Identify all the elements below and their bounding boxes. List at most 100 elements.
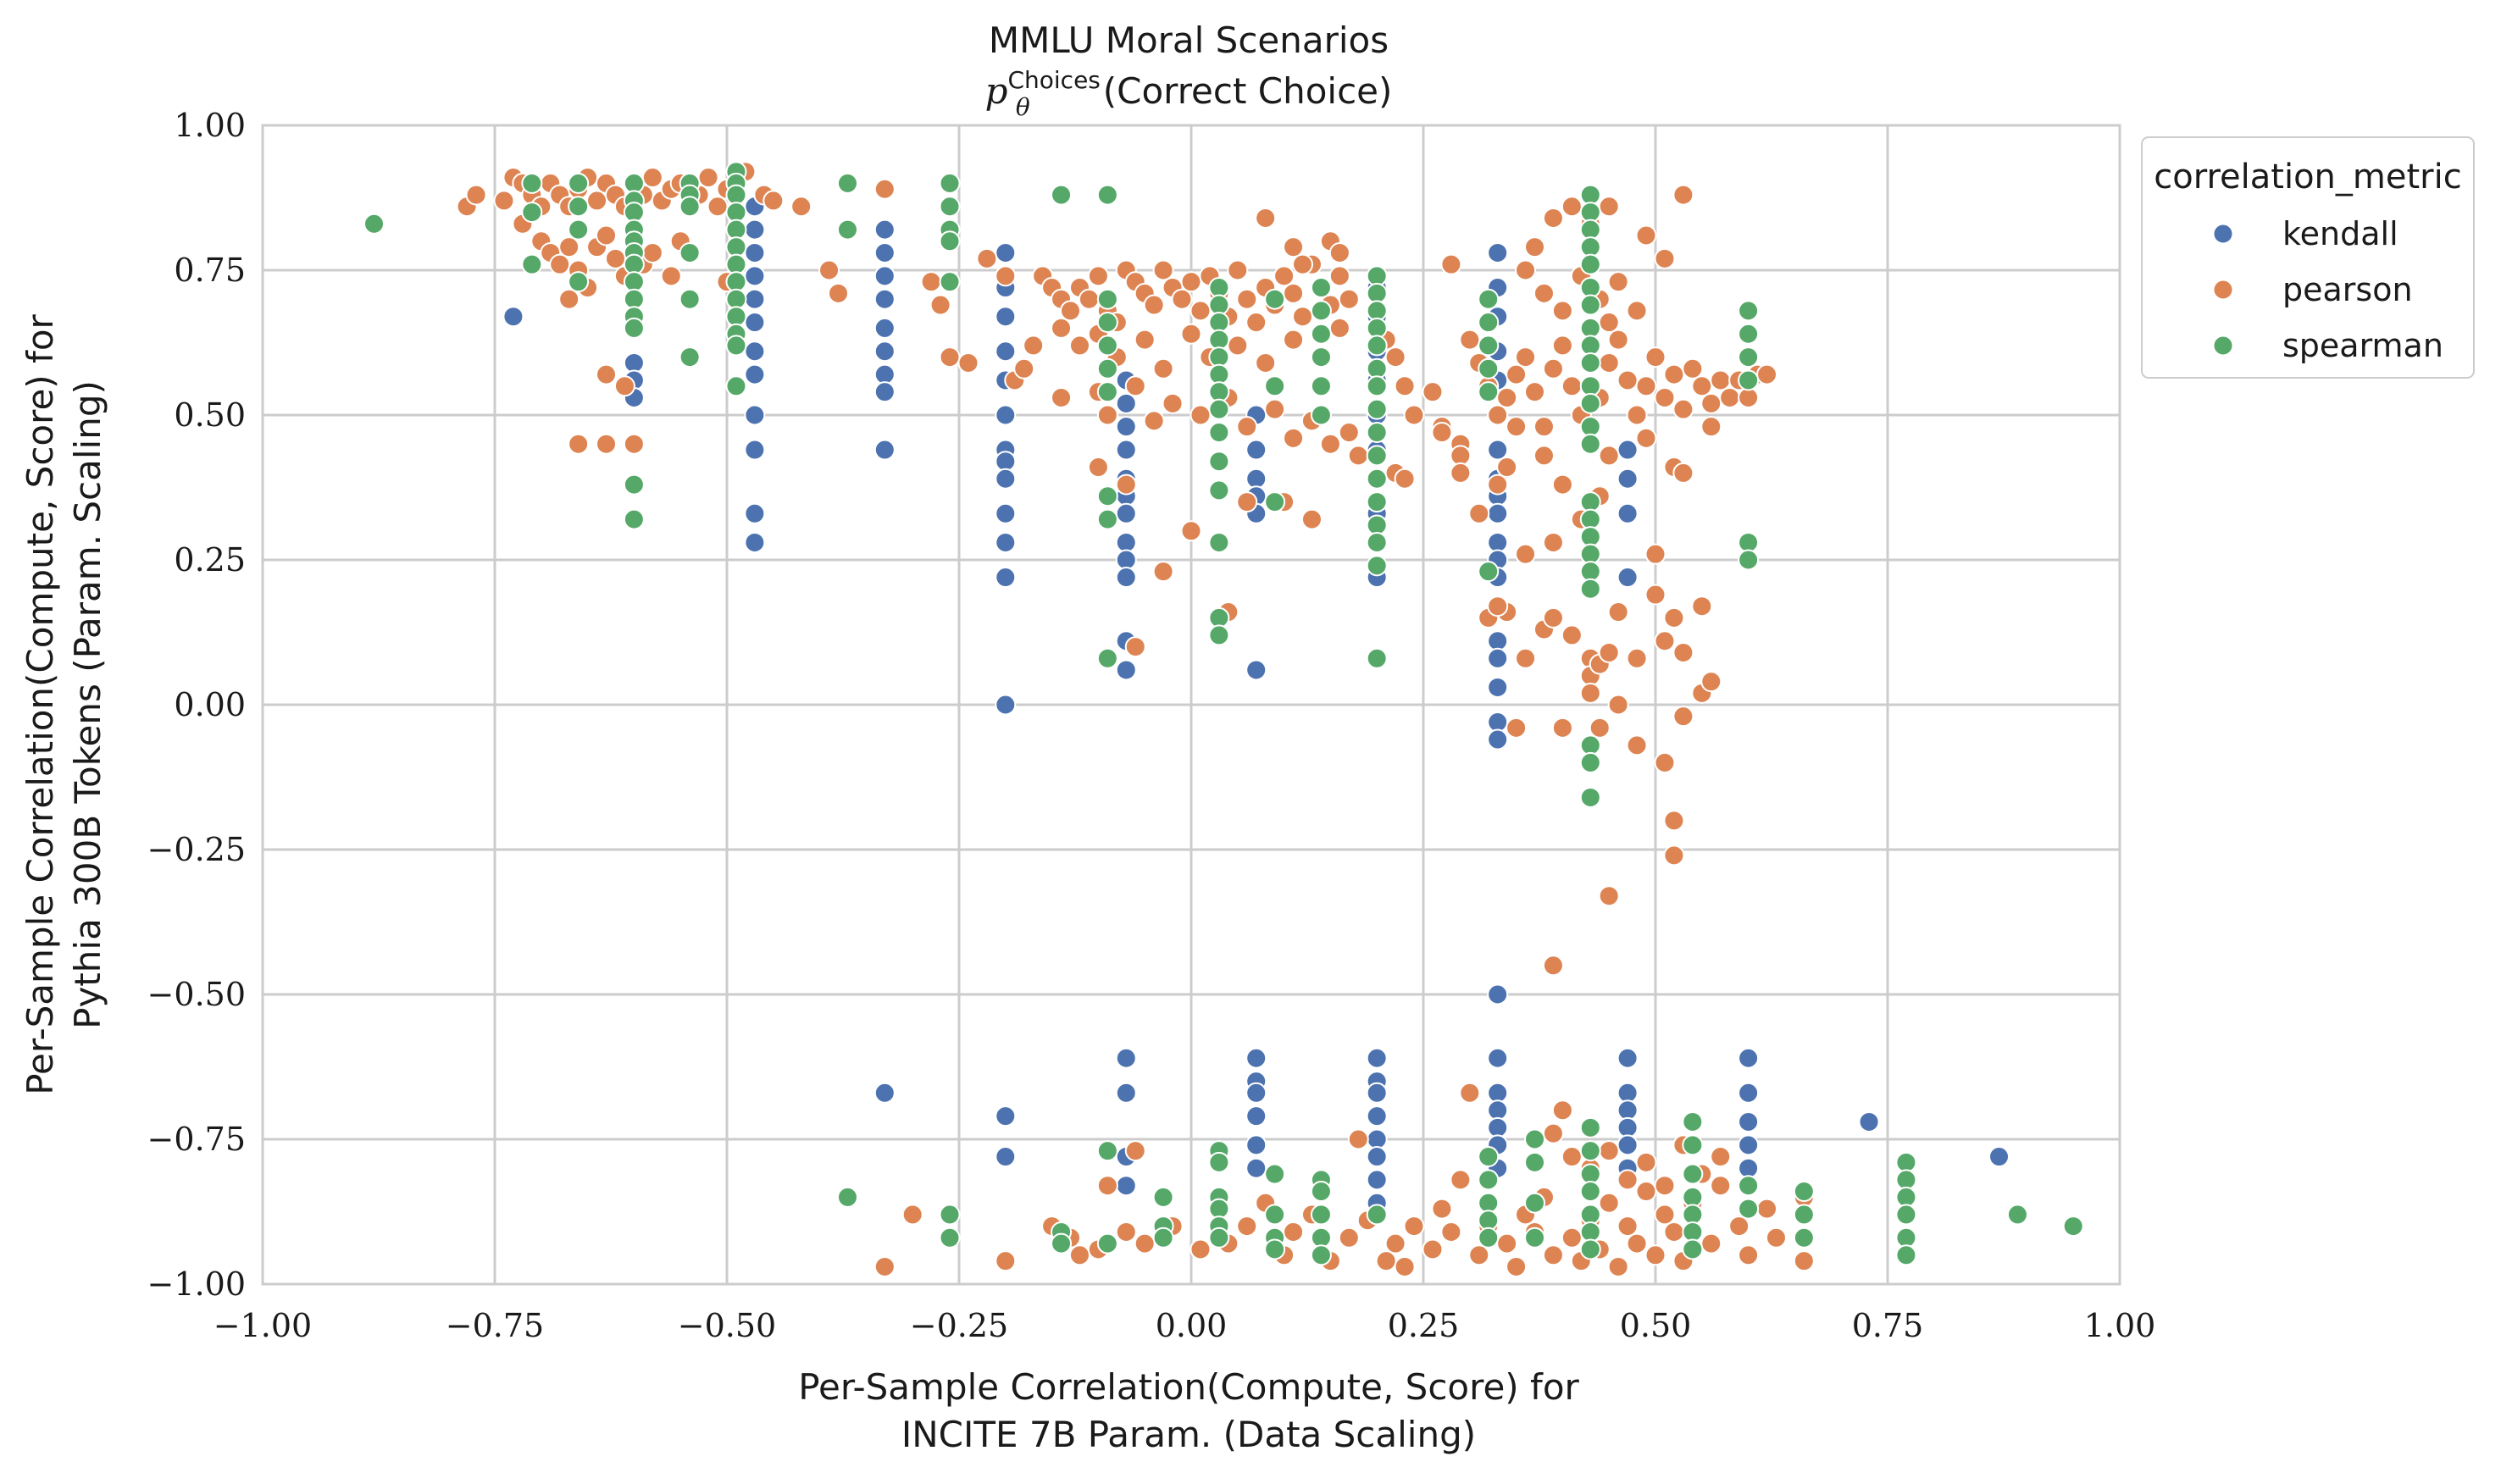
scatter-point-spearman — [1366, 555, 1388, 577]
scatter-point-pearson — [1561, 1227, 1583, 1249]
scatter-point-pearson — [1338, 288, 1360, 310]
x-tick-label: −0.50 — [678, 1307, 776, 1344]
scatter-point-kendall — [1487, 241, 1509, 263]
scatter-point-kendall — [1366, 1169, 1388, 1191]
scatter-point-spearman — [1366, 647, 1388, 669]
scatter-point-pearson — [1115, 1221, 1137, 1243]
scatter-point-pearson — [1551, 1099, 1573, 1121]
scatter-point-pearson — [1561, 196, 1583, 218]
scatter-point-pearson — [1598, 312, 1620, 334]
scatter-point-pearson — [1542, 955, 1564, 977]
scatter-point-pearson — [1579, 682, 1601, 704]
scatter-point-pearson — [613, 375, 635, 397]
scatter-point-pearson — [1533, 416, 1555, 438]
scatter-point-spearman — [1310, 1181, 1332, 1203]
scatter-point-kendall — [1115, 567, 1137, 589]
scatter-point-pearson — [1171, 288, 1193, 310]
scatter-point-spearman — [1682, 1238, 1704, 1260]
scatter-point-spearman — [2062, 1215, 2084, 1238]
scatter-point-pearson — [1338, 422, 1360, 444]
scatter-point-pearson — [1450, 462, 1472, 484]
scatter-point-spearman — [1051, 1232, 1073, 1254]
scatter-point-spearman — [836, 219, 858, 241]
scatter-point-spearman — [679, 196, 701, 218]
scatter-point-spearman — [1310, 346, 1332, 368]
scatter-point-kendall — [995, 531, 1017, 553]
x-tick-label: 0.25 — [1388, 1307, 1460, 1344]
scatter-point-pearson — [1561, 624, 1583, 646]
scatter-point-kendall — [744, 502, 766, 524]
x-tick-label: −0.25 — [910, 1307, 1008, 1344]
scatter-point-pearson — [901, 1204, 923, 1226]
chart-subtitle: pChoices θ (Correct Choice) — [985, 66, 1393, 121]
scatter-point-pearson — [1264, 398, 1286, 420]
scatter-point-pearson — [1626, 300, 1648, 322]
scatter-point-pearson — [1607, 329, 1629, 351]
scatter-point-spearman — [521, 172, 543, 194]
scatter-point-kendall — [1366, 1105, 1388, 1127]
scatter-point-pearson — [1506, 416, 1528, 438]
scatter-point-spearman — [1579, 352, 1601, 374]
scatter-point-pearson — [1190, 404, 1212, 426]
scatter-point-pearson — [1515, 543, 1537, 565]
scatter-point-kendall — [744, 241, 766, 263]
scatter-point-spearman — [1524, 1227, 1546, 1249]
scatter-point-pearson — [1700, 416, 1722, 438]
scatter-point-spearman — [521, 202, 543, 224]
scatter-point-spearman — [1096, 335, 1118, 357]
scatter-point-pearson — [1459, 1082, 1481, 1104]
scatter-point-spearman — [939, 196, 961, 218]
scatter-point-pearson — [1124, 1140, 1146, 1162]
legend-box — [2141, 136, 2475, 379]
scatter-point-kendall — [502, 306, 524, 328]
scatter-point-pearson — [1524, 236, 1546, 258]
scatter-point-pearson — [1078, 288, 1100, 310]
scatter-point-kendall — [1366, 1047, 1388, 1069]
data-points — [363, 161, 2084, 1277]
scatter-point-pearson — [1551, 473, 1573, 496]
scatter-point-pearson — [1096, 1175, 1118, 1197]
scatter-point-pearson — [873, 1255, 896, 1277]
scatter-point-pearson — [1626, 734, 1648, 756]
scatter-point-spearman — [1096, 184, 1118, 206]
scatter-point-pearson — [1635, 1181, 1657, 1203]
scatter-point-pearson — [1143, 410, 1165, 432]
scatter-point-kendall — [1245, 1105, 1267, 1127]
scatter-point-pearson — [1319, 433, 1341, 455]
scatter-point-pearson — [1328, 265, 1350, 287]
scatter-point-spearman — [1310, 1244, 1332, 1266]
scatter-point-pearson — [762, 190, 785, 212]
scatter-point-pearson — [1756, 1198, 1778, 1220]
scatter-point-pearson — [465, 184, 487, 206]
scatter-point-kendall — [1616, 567, 1639, 589]
scatter-point-pearson — [790, 196, 812, 218]
scatter-point-kendall — [873, 317, 896, 339]
scatter-point-pearson — [1162, 392, 1184, 414]
scatter-point-kendall — [1616, 502, 1639, 524]
scatter-point-pearson — [1515, 346, 1537, 368]
scatter-point-pearson — [1087, 457, 1109, 479]
scatter-point-spearman — [1478, 1227, 1500, 1249]
scatter-point-spearman — [1579, 392, 1601, 414]
scatter-point-pearson — [873, 178, 896, 200]
scatter-point-spearman — [679, 288, 701, 310]
y-tick-label: 0.50 — [174, 396, 246, 434]
scatter-point-spearman — [939, 271, 961, 293]
scatter-point-kendall — [995, 1105, 1017, 1127]
scatter-point-pearson — [1180, 520, 1202, 542]
scatter-point-kendall — [873, 288, 896, 310]
scatter-point-pearson — [1542, 606, 1564, 628]
scatter-point-pearson — [995, 1250, 1017, 1272]
scatter-point-kendall — [1738, 1047, 1760, 1069]
scatter-point-pearson — [558, 236, 580, 258]
scatter-point-pearson — [1598, 1140, 1620, 1162]
scatter-point-pearson — [1384, 346, 1406, 368]
scatter-point-pearson — [1561, 1146, 1583, 1168]
scatter-point-kendall — [1616, 1134, 1639, 1156]
legend-label: kendall — [2282, 215, 2398, 252]
y-tick-label: 0.00 — [174, 686, 246, 723]
scatter-point-kendall — [744, 341, 766, 363]
scatter-point-pearson — [1394, 468, 1416, 490]
scatter-point-pearson — [1551, 717, 1573, 739]
scatter-point-pearson — [1598, 445, 1620, 467]
